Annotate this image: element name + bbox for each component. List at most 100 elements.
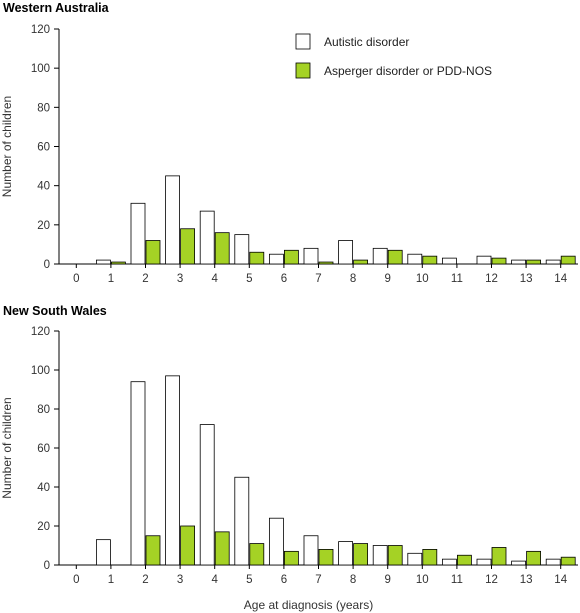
bar-autistic-12 [476,558,492,566]
y-tick-label: 80 [37,404,50,416]
x-tick-label: 9 [384,273,390,285]
bar-autistic-4 [199,210,215,265]
bar-autistic-13 [511,560,527,566]
x-tick-label: 12 [485,574,498,586]
bar-asperger-2 [145,240,161,265]
bar-autistic-10 [407,253,423,265]
x-tick-label: 10 [416,574,429,586]
bar-autistic-13 [511,259,527,265]
bar-asperger-3 [180,228,196,265]
bar-asperger-8 [353,543,369,566]
x-tick-label: 13 [520,574,533,586]
x-tick-label: 9 [384,574,390,586]
bar-asperger-9 [387,545,403,566]
bar-autistic-1 [96,259,111,265]
x-tick-label: 14 [554,574,567,586]
x-tick-label: 12 [485,273,498,285]
bar-asperger-10 [422,549,438,566]
bar-asperger-8 [353,259,369,265]
x-tick-label: 5 [246,574,252,586]
x-tick-label: 8 [350,273,356,285]
x-tick-label: 1 [108,273,114,285]
y-tick-label: 40 [37,482,50,494]
y-axis-label: Number of children [0,397,14,498]
y-tick-label: 100 [31,365,50,377]
panel-title: Western Australia [3,1,110,15]
x-tick-label: 10 [416,273,429,285]
bar-autistic-6 [268,253,284,265]
bar-autistic-4 [199,424,215,566]
bar-asperger-1 [111,261,126,265]
bar-asperger-14 [560,556,576,566]
x-tick-label: 6 [281,273,287,285]
y-tick-label: 60 [37,443,50,455]
y-axis-label: Number of children [0,96,14,197]
bar-asperger-13 [526,259,541,265]
x-tick-label: 7 [315,273,321,285]
bar-asperger-9 [387,249,403,265]
bar-asperger-2 [145,535,161,566]
x-axis-label: Age at diagnosis (years) [244,598,373,612]
bar-autistic-14 [545,259,561,265]
legend-label: Asperger disorder or PDD-NOS [324,64,492,78]
bar-asperger-14 [560,255,576,265]
bar-asperger-5 [249,543,265,566]
x-tick-label: 7 [315,574,321,586]
panel-title: New South Wales [3,304,107,318]
bar-asperger-13 [526,550,541,566]
bar-asperger-7 [318,261,334,265]
x-tick-label: 6 [281,574,287,586]
x-tick-label: 4 [211,273,218,285]
bar-asperger-3 [180,525,196,566]
x-tick-label: 8 [350,574,356,586]
bar-autistic-1 [96,539,111,566]
x-tick-label: 2 [142,273,148,285]
bar-autistic-8 [338,240,354,265]
x-tick-label: 0 [73,574,79,586]
bar-autistic-3 [165,375,181,566]
bar-autistic-11 [441,558,457,566]
bar-asperger-4 [214,531,230,566]
bar-autistic-10 [407,552,423,566]
y-tick-label: 100 [31,63,50,75]
y-tick-label: 120 [31,326,50,338]
y-tick-label: 0 [44,560,50,572]
bar-autistic-7 [303,535,319,566]
x-tick-label: 11 [451,273,463,285]
x-tick-label: 11 [451,574,463,586]
y-tick-label: 40 [37,181,50,193]
x-tick-label: 1 [108,574,114,586]
legend: Autistic disorder Asperger disorder or PD… [295,33,492,79]
bar-autistic-5 [234,476,250,566]
bar-autistic-9 [372,247,388,265]
y-tick-label: 20 [37,521,50,533]
bar-autistic-14 [545,558,561,566]
x-tick-label: 14 [554,273,567,285]
bar-asperger-4 [214,232,230,265]
bar-asperger-11 [456,554,472,566]
bar-autistic-12 [476,255,492,265]
legend-swatch-autistic [295,33,311,50]
bar-asperger-12 [491,547,507,566]
y-tick-label: 20 [37,220,50,232]
y-tick-label: 80 [37,102,50,114]
x-tick-label: 0 [73,273,79,285]
bar-autistic-5 [234,234,250,265]
bar-asperger-12 [491,257,507,265]
bar-asperger-6 [283,550,299,566]
bar-asperger-6 [283,249,299,265]
bar-autistic-2 [130,202,146,265]
x-tick-label: 13 [520,273,533,285]
x-tick-label: 4 [211,574,218,586]
y-tick-label: 120 [31,24,50,36]
legend-swatch-asperger [295,62,311,79]
bar-asperger-5 [249,251,265,265]
bar-asperger-7 [318,549,334,566]
bar-autistic-7 [303,247,319,265]
bar-autistic-11 [441,257,457,265]
y-tick-label: 0 [44,259,50,271]
y-tick-label: 60 [37,142,50,154]
legend-label: Autistic disorder [324,35,409,49]
